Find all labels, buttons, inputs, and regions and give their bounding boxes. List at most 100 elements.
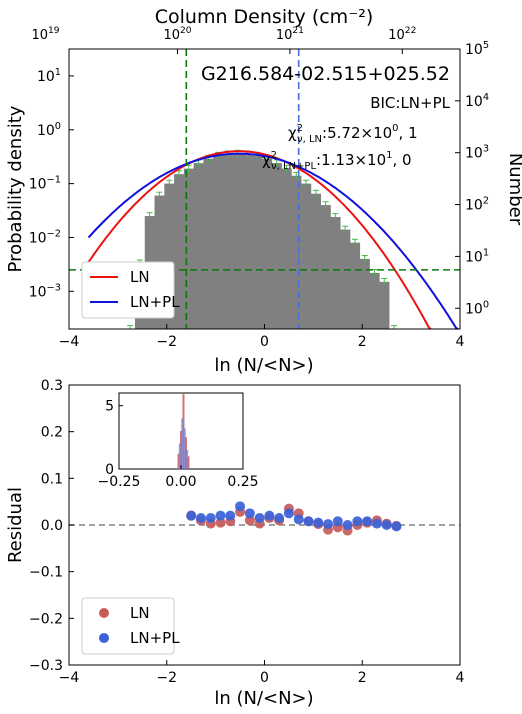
residual-point-lnplpl bbox=[381, 520, 392, 530]
top-tick-label: 1019 bbox=[31, 26, 59, 43]
residual-point-lnplpl bbox=[391, 521, 402, 532]
histogram-bar bbox=[330, 216, 341, 329]
x-tick-label: −2 bbox=[156, 670, 177, 686]
x-tick-label: 0 bbox=[260, 334, 269, 350]
y-tick-label: 10−1 bbox=[29, 175, 61, 193]
histogram-bar bbox=[174, 174, 185, 329]
chi-ln-value: :5.72×10 bbox=[322, 124, 392, 142]
x-tick-label: −4 bbox=[59, 334, 80, 350]
y-tick-label: 10−2 bbox=[29, 228, 61, 246]
y-tick-label: 100 bbox=[37, 121, 61, 139]
histogram-bar bbox=[262, 158, 273, 329]
right-tick-label: 103 bbox=[465, 144, 489, 162]
histogram-bar bbox=[369, 272, 380, 329]
chi-ln-exp: 0 bbox=[392, 123, 398, 134]
residual-point-lnplpl bbox=[362, 516, 373, 527]
residual-points bbox=[186, 501, 402, 536]
y-tick-label: −0.2 bbox=[29, 611, 63, 627]
inset-bar-lnpl bbox=[183, 428, 186, 469]
residual-point-lnplpl bbox=[235, 501, 246, 512]
y-tick-label: 10−3 bbox=[29, 282, 61, 300]
chi-lnpl-annotation: χ2 ν, LN+PL:1.13×101, 0 bbox=[262, 150, 412, 172]
histogram-bar bbox=[222, 154, 234, 329]
histogram-bar bbox=[350, 242, 361, 329]
top-x-axis-label: ln (N/<N>) bbox=[214, 355, 313, 376]
right-tick-label: 105 bbox=[465, 40, 489, 58]
residual-point-ln bbox=[215, 517, 226, 528]
y-tick-label: 0.0 bbox=[41, 518, 63, 534]
chi-ln-symbol: χ bbox=[288, 124, 297, 142]
inset-bar-ln bbox=[184, 437, 187, 469]
residual-point-lnplpl bbox=[352, 516, 363, 527]
top-y-axis-label: Probability density bbox=[5, 105, 26, 272]
histogram-bar bbox=[281, 168, 292, 329]
right-tick-label: 100 bbox=[465, 299, 489, 317]
x-tick-label: −4 bbox=[59, 670, 80, 686]
chi-lnpl-exp: 1 bbox=[386, 150, 392, 161]
histogram-bar bbox=[213, 155, 224, 329]
inset-bar-ln bbox=[177, 453, 180, 469]
histogram-bar bbox=[203, 158, 214, 329]
histogram-bar bbox=[183, 168, 194, 329]
histogram-bar bbox=[379, 281, 390, 329]
residual-point-ln bbox=[244, 515, 255, 526]
residual-point-lnplpl bbox=[225, 510, 236, 521]
histogram-bar bbox=[310, 193, 322, 329]
histogram-bar bbox=[320, 205, 331, 329]
chi-lnpl-tail: , 0 bbox=[393, 151, 412, 169]
chi-ln-sub: ν, LN bbox=[297, 134, 322, 145]
x-tick-label: 4 bbox=[456, 670, 465, 686]
residual-point-lnplpl bbox=[215, 510, 226, 521]
right-tick-label: 101 bbox=[465, 247, 489, 265]
y-tick-label: −0.1 bbox=[29, 565, 63, 581]
inset-bar-lnpl bbox=[178, 443, 181, 469]
chi-ln-tail: , 1 bbox=[399, 124, 418, 142]
chi-lnpl-value: :1.13×10 bbox=[316, 151, 386, 169]
residual-point-lnplpl bbox=[283, 508, 294, 519]
residual-point-lnplpl bbox=[342, 520, 353, 530]
bottom-panel: −4 −2 0 2 4 0.3 0.2 0.1 0.0 −0.1 −0.2 −0.3 ln (N/<N… bbox=[5, 378, 465, 709]
chi-lnpl-sup: 2 bbox=[271, 150, 277, 161]
x-tick-label: 2 bbox=[358, 334, 367, 350]
inset-x-tick-label: 0.00 bbox=[165, 474, 196, 490]
inset-y-tick-label: 0 bbox=[105, 462, 114, 478]
histogram-bar bbox=[252, 155, 263, 329]
residual-point-lnplpl bbox=[313, 517, 324, 528]
residual-point-lnplpl bbox=[371, 518, 382, 529]
chi-ln-annotation: χ2 ν, LN:5.72×100, 1 bbox=[288, 123, 418, 145]
residual-point-lnplpl bbox=[274, 513, 285, 523]
histogram-bar bbox=[291, 175, 302, 329]
bottom-legend: LN LN+PL bbox=[81, 597, 180, 655]
histogram-bar bbox=[193, 163, 204, 329]
y-tick-label: −0.3 bbox=[29, 658, 63, 674]
top-tick-label: 1020 bbox=[163, 26, 191, 43]
residual-point-lnplpl bbox=[264, 510, 275, 521]
fit-curve-ln bbox=[87, 150, 432, 330]
inset-histogram-bars bbox=[177, 394, 190, 469]
x-tick-label: 2 bbox=[358, 670, 367, 686]
residual-point-lnplpl bbox=[332, 516, 343, 527]
inset-bar-ln bbox=[187, 456, 190, 469]
x-tick-label: −2 bbox=[156, 334, 177, 350]
chi-lnpl-symbol: χ bbox=[262, 151, 271, 169]
top-tick-label: 1022 bbox=[388, 26, 416, 43]
legend-lnpl-label: LN+PL bbox=[130, 293, 180, 311]
residual-point-lnplpl bbox=[205, 513, 216, 523]
top-panel: −4 −2 0 2 410−310−210−1100101100101102103104… bbox=[5, 6, 522, 376]
top-legend: LN LN+PL bbox=[81, 261, 180, 319]
histogram-bar bbox=[340, 229, 351, 329]
inset-bar-lnpl bbox=[181, 418, 184, 469]
x-tick-label: 0 bbox=[260, 670, 269, 686]
legend-ln-marker bbox=[99, 608, 109, 618]
residual-point-lnplpl bbox=[293, 514, 304, 525]
histogram-bar bbox=[271, 163, 282, 329]
inset-bar-ln bbox=[180, 431, 182, 469]
histogram-bar bbox=[242, 154, 253, 329]
inset-x-tick-label: −0.25 bbox=[98, 474, 141, 490]
bottom-axis-ticks: −4 −2 0 2 4 0.3 0.2 0.1 0.0 −0.1 −0.2 −0.3 bbox=[29, 378, 465, 686]
legend-lnpl-label-bottom: LN+PL bbox=[130, 629, 180, 647]
x-tick-label: 4 bbox=[456, 334, 465, 350]
legend-lnpl-marker bbox=[99, 633, 109, 643]
y-tick-label: 0.2 bbox=[41, 425, 63, 441]
